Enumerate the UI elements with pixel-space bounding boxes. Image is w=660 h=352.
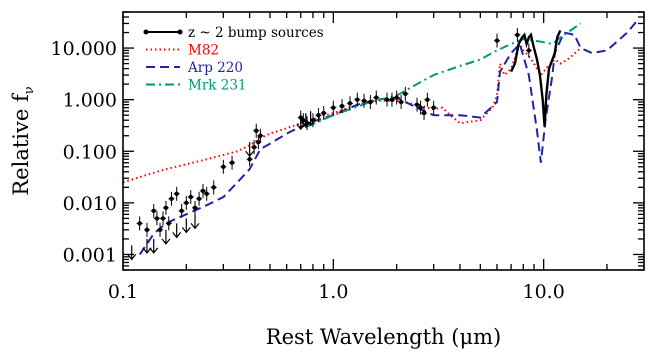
data-point	[355, 97, 360, 102]
plot-area	[123, 19, 639, 261]
y-axis-title-subscript: ν	[22, 86, 37, 94]
data-point	[254, 128, 259, 133]
upper-limit-arrow	[296, 115, 306, 131]
y-tick-label: 0.100	[63, 141, 117, 163]
data-point	[361, 98, 367, 104]
upper-limit-arrow	[127, 245, 137, 261]
data-point	[144, 227, 150, 233]
y-tick-label: 0.010	[63, 193, 117, 215]
upper-limit-arrow	[306, 111, 316, 127]
data-point	[229, 160, 235, 165]
data-point	[425, 97, 430, 102]
data-point	[251, 144, 257, 150]
y-axis-title: Relative fν	[9, 86, 37, 195]
y-tick-label: 10.000	[51, 38, 117, 60]
data-point	[398, 99, 404, 105]
data-point	[157, 227, 163, 233]
y-tick-label: 1.000	[63, 90, 117, 112]
upper-limit-arrow	[161, 229, 171, 245]
data-point	[192, 205, 198, 211]
data-point	[160, 216, 166, 221]
x-tick-label: 0.1	[108, 281, 138, 303]
series-line-2	[306, 22, 582, 128]
plot-frame	[122, 11, 645, 271]
ticks-layer	[122, 11, 645, 271]
data-point	[221, 164, 226, 169]
data-point	[515, 32, 520, 38]
data-point	[347, 101, 353, 106]
data-point	[200, 188, 206, 194]
y-tick-label: 0.001	[63, 244, 117, 266]
data-point	[431, 105, 436, 110]
data-point	[331, 105, 336, 110]
x-axis-title: Rest Wavelength (μm)	[266, 325, 501, 349]
x-tick-label: 1.0	[318, 281, 348, 303]
data-point	[256, 139, 261, 145]
data-point	[526, 48, 532, 53]
series-line-1	[138, 19, 639, 256]
data-point	[154, 216, 160, 221]
data-point	[414, 102, 420, 107]
upper-limit-arrow	[245, 142, 255, 158]
data-point	[389, 97, 395, 102]
data-point	[301, 118, 306, 123]
data-point	[394, 95, 399, 100]
data-point	[403, 91, 408, 96]
data-point	[339, 103, 345, 109]
data-point	[174, 191, 179, 196]
series-layer	[123, 19, 639, 261]
y-axis-title-main: Relative f	[9, 92, 33, 196]
data-point	[151, 208, 156, 214]
data-point	[166, 221, 171, 226]
data-point	[374, 95, 379, 100]
series-line-0	[123, 41, 582, 184]
data-point	[494, 38, 500, 43]
upper-limit-arrow	[172, 223, 182, 239]
bump-spectrum-line	[510, 29, 562, 127]
legend-label-3: z ~ 2 bump sources	[188, 25, 324, 41]
data-point	[368, 99, 373, 105]
x-tick-label: 10.0	[522, 281, 564, 303]
data-point	[211, 185, 216, 190]
data-point	[137, 221, 142, 226]
data-point	[418, 105, 423, 110]
data-point	[169, 196, 174, 201]
legend-label-2: Mrk 231	[188, 78, 247, 94]
data-point	[321, 110, 326, 116]
data-point	[163, 205, 169, 211]
data-point	[204, 191, 209, 196]
upper-limit-arrow	[149, 238, 159, 254]
tick-labels: 0.1 1.0 10.0 0.001 0.010 0.100 1.000 10.000	[51, 38, 565, 303]
data-point	[247, 157, 252, 162]
data-point	[316, 113, 321, 118]
data-point	[421, 110, 427, 116]
data-point	[188, 194, 193, 200]
upper-limit-arrow	[142, 238, 152, 254]
data-point	[179, 208, 184, 214]
legend-marker	[143, 29, 149, 35]
legend-marker	[177, 29, 183, 35]
data-point	[384, 97, 390, 102]
data-point	[196, 196, 202, 201]
upper-limit-arrow	[181, 218, 191, 234]
legend-label-0: M82	[188, 43, 219, 59]
data-point	[184, 200, 189, 206]
legend-label-1: Arp 220	[187, 60, 243, 76]
upper-limit-arrow	[190, 214, 200, 230]
data-point	[258, 133, 263, 138]
upper-limit-arrow	[301, 113, 311, 129]
